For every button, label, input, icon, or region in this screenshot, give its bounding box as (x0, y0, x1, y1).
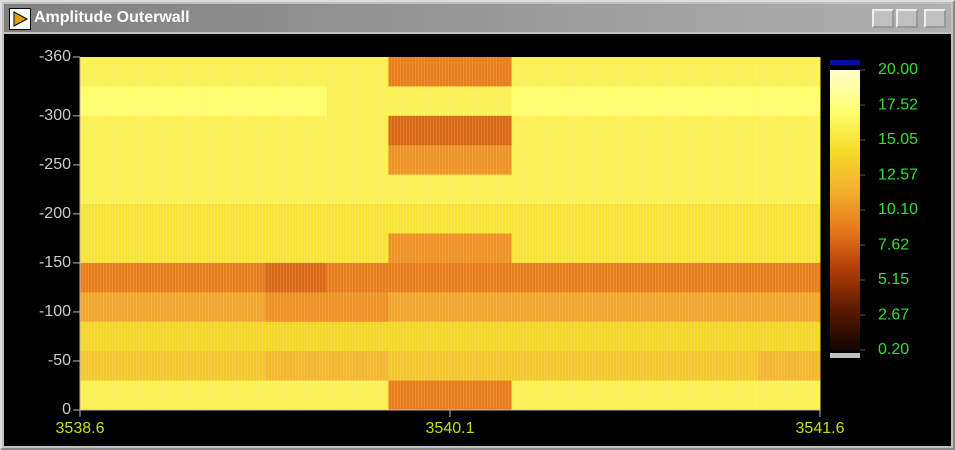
color-tick-label: 10.10 (878, 201, 918, 218)
x-tick-label: 3538.6 (56, 420, 105, 437)
texture (80, 57, 820, 410)
color-tick-label: 7.62 (878, 236, 909, 253)
app-icon (9, 8, 31, 30)
color-bar (830, 70, 860, 350)
y-tick-label: -250 (39, 156, 71, 173)
y-tick-label: -300 (39, 107, 71, 124)
y-tick-label: -360 (39, 48, 71, 65)
close-button[interactable] (924, 9, 946, 28)
y-tick-label: -200 (39, 205, 71, 222)
color-tick-label: 20.00 (878, 61, 918, 78)
color-tick-label: 2.67 (878, 306, 909, 323)
x-tick-label: 3540.1 (426, 420, 475, 437)
maximize-button[interactable] (896, 9, 918, 28)
window: Amplitude Outerwall -360 -300 -250 -200 -150… (0, 0, 955, 450)
overflow-cap (830, 60, 860, 65)
color-tick-label: 5.15 (878, 271, 909, 288)
icon-glyph (10, 9, 30, 29)
y-tick-label: -100 (39, 303, 71, 320)
underflow-cap (830, 353, 860, 358)
y-tick-label: 0 (62, 401, 71, 418)
chart: -360 -300 -250 -200 -150 -100 -50 0 3538.6 3540.1… (4, 34, 951, 446)
window-title: Amplitude Outerwall (34, 9, 190, 27)
color-tick-label: 17.52 (878, 96, 918, 113)
color-tick-label: 0.20 (878, 341, 909, 358)
title-bar: Amplitude Outerwall (4, 4, 951, 32)
color-tick-label: 15.05 (878, 131, 918, 148)
minimize-button[interactable] (872, 9, 894, 28)
y-tick-label: -50 (48, 352, 71, 369)
color-tick-label: 12.57 (878, 166, 918, 183)
x-tick-label: 3541.6 (796, 420, 845, 437)
y-tick-label: -150 (39, 254, 71, 271)
